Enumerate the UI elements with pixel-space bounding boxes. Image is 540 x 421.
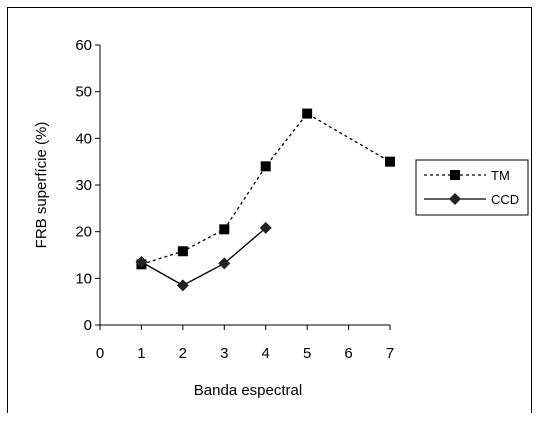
y-axis-label: FRB superfície (%) xyxy=(33,122,50,249)
y-tick-label: 50 xyxy=(75,84,92,101)
data-point-tm xyxy=(385,156,395,167)
x-axis-label: Banda espectral xyxy=(194,382,302,399)
x-tick-label: 7 xyxy=(386,345,394,362)
data-point-ccd xyxy=(259,221,272,234)
data-point-ccd xyxy=(176,279,189,292)
x-tick-label: 5 xyxy=(303,345,311,362)
y-tick-label: 30 xyxy=(75,177,92,194)
legend-marker-ccd xyxy=(449,193,461,205)
data-point-tm xyxy=(260,161,271,172)
axes xyxy=(99,45,390,326)
y-tick-label: 40 xyxy=(75,130,92,147)
x-tick-label: 1 xyxy=(137,345,145,362)
y-ticks: 0 10 20 30 40 50 60 xyxy=(75,37,100,334)
series-layer xyxy=(135,108,395,292)
chart-frame xyxy=(7,7,532,413)
x-tick-label: 4 xyxy=(262,345,270,362)
series-line-ccd xyxy=(141,227,267,287)
data-point-ccd xyxy=(218,257,231,270)
data-point-tm xyxy=(219,224,230,235)
data-point-ccd xyxy=(135,256,148,268)
x-tick-label: 3 xyxy=(220,345,228,362)
series-line-tm xyxy=(141,112,391,265)
legend-marker-tm xyxy=(450,170,460,180)
legend-box xyxy=(415,159,529,216)
y-tick-label: 10 xyxy=(75,270,92,287)
legend-label-ccd: CCD xyxy=(491,192,519,207)
y-tick-label: 0 xyxy=(84,317,92,334)
data-point-tm xyxy=(302,108,313,119)
x-tick-label: 0 xyxy=(96,345,104,362)
y-tick-label: 60 xyxy=(75,37,92,54)
legend: TM CCD xyxy=(415,159,529,216)
data-point-tm xyxy=(177,246,188,257)
x-ticks: 0 1 2 3 4 5 6 7 xyxy=(96,325,394,362)
y-tick-label: 20 xyxy=(75,224,92,241)
legend-label-tm: TM xyxy=(491,168,510,183)
x-tick-label: 6 xyxy=(344,345,352,362)
x-tick-label: 2 xyxy=(179,345,187,362)
